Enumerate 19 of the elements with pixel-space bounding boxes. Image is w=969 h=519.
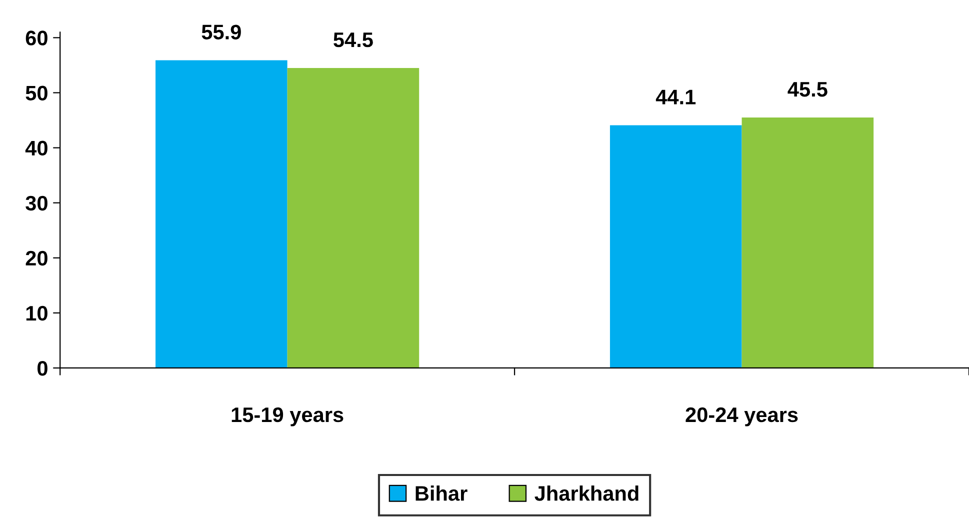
bar <box>742 118 874 368</box>
data-label: 54.5 <box>334 32 373 48</box>
data-label: 44.1 <box>656 90 696 104</box>
y-tick-label: 10 <box>26 306 48 321</box>
y-tick-label: 50 <box>26 86 48 100</box>
x-tick-label: 15-19 years <box>232 407 344 426</box>
y-tick-label: 60 <box>26 30 48 46</box>
bar <box>156 60 288 368</box>
y-tick-label: 30 <box>26 196 48 211</box>
data-label: 55.9 <box>202 24 241 40</box>
y-tick-label: 0 <box>38 360 48 376</box>
x-tick-label: 20-24 years <box>686 407 798 426</box>
y-tick-label: 40 <box>25 140 48 156</box>
bar <box>287 68 420 368</box>
bar <box>610 125 742 368</box>
legend-label: Bihar <box>416 486 468 501</box>
data-label: 45.5 <box>788 82 828 97</box>
legend-label: Jharkhand <box>534 486 638 501</box>
y-tick-label: 20 <box>26 250 48 266</box>
